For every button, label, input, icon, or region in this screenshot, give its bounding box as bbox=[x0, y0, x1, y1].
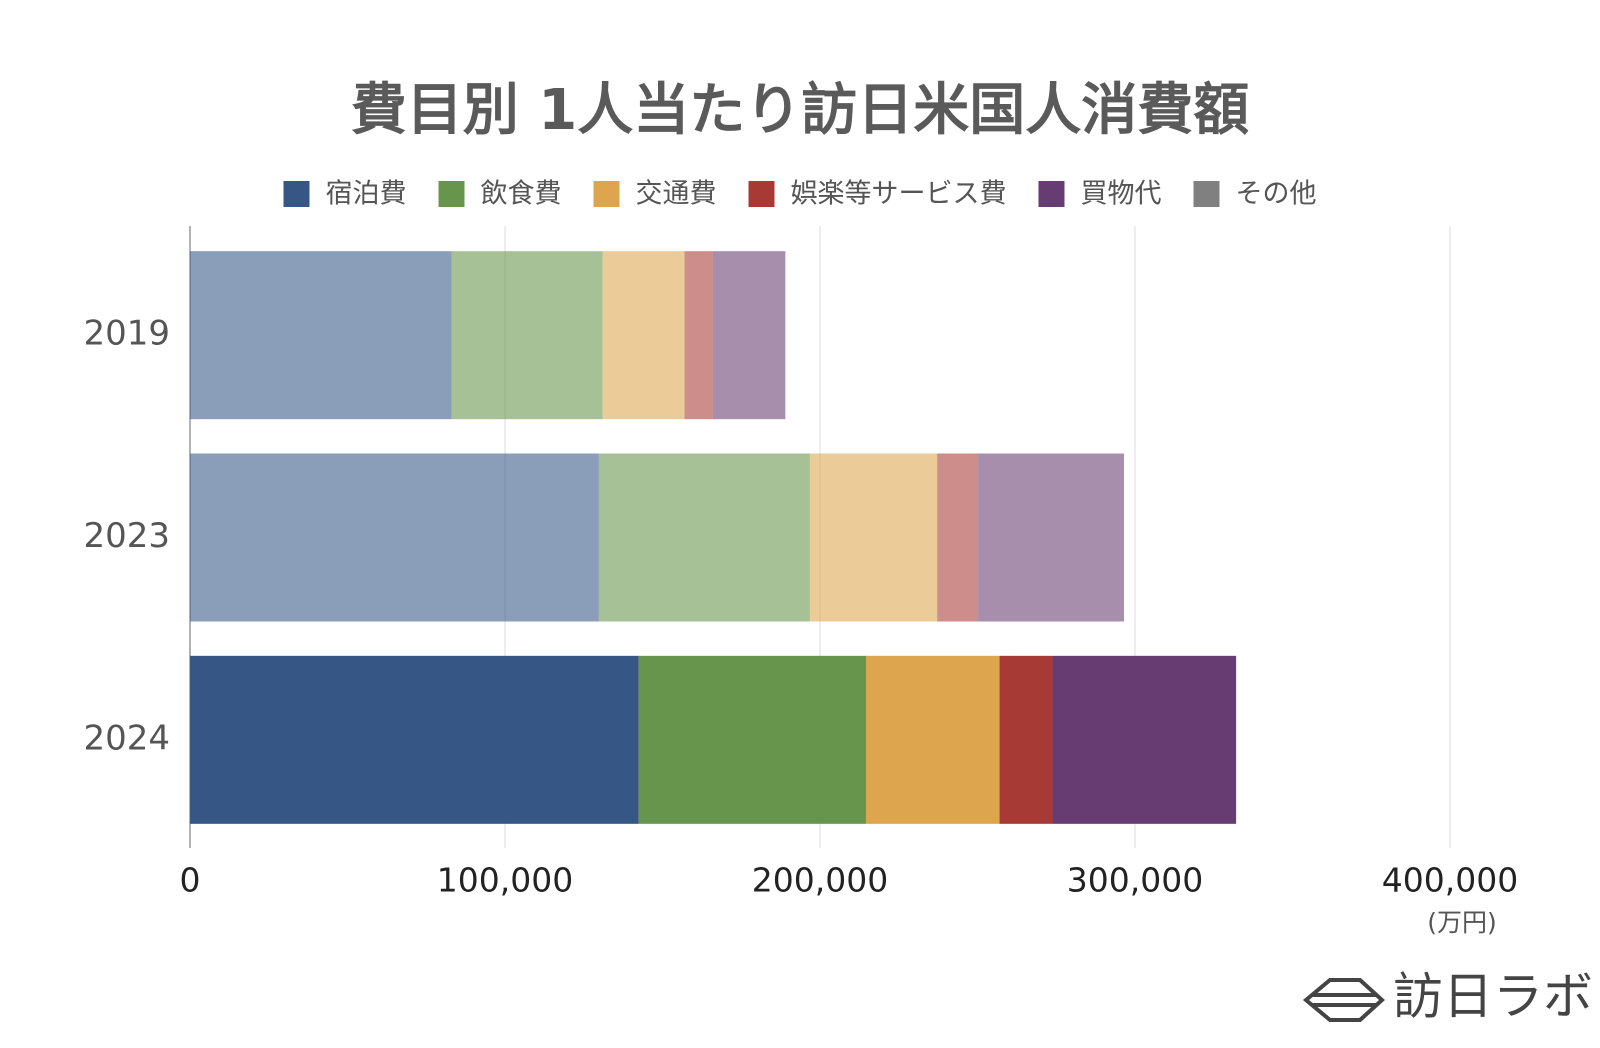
bar-segment bbox=[712, 251, 786, 420]
x-tick-label: 0 bbox=[180, 861, 201, 900]
bar-segment bbox=[999, 655, 1053, 824]
x-tick-label: 100,000 bbox=[437, 861, 573, 900]
bar-segment bbox=[865, 655, 1000, 824]
bar-segment bbox=[602, 251, 685, 420]
legend-swatch bbox=[1193, 181, 1220, 207]
y-tick-label: 2023 bbox=[83, 516, 170, 556]
legend-label: その他 bbox=[1236, 179, 1317, 210]
bar-segment bbox=[809, 453, 938, 622]
bar-segment bbox=[190, 655, 639, 824]
legend-label: 買物代 bbox=[1081, 179, 1162, 210]
legend-swatch bbox=[1038, 181, 1065, 207]
bar-segment bbox=[937, 453, 979, 622]
axis-unit: (万円) bbox=[1427, 908, 1497, 937]
y-tick-label: 2024 bbox=[83, 718, 170, 758]
legend-swatch bbox=[748, 181, 775, 207]
legend-swatch bbox=[593, 181, 620, 207]
bar-segment bbox=[598, 453, 810, 622]
logo bbox=[1302, 978, 1385, 1022]
x-tick-label: 300,000 bbox=[1067, 861, 1203, 900]
legend-label: 宿泊費 bbox=[326, 179, 407, 210]
chart-title: 費目別 1人当たり訪日米国人消費額 bbox=[351, 78, 1249, 143]
legend-label: 交通費 bbox=[636, 179, 717, 210]
x-tick-label: 200,000 bbox=[752, 861, 888, 900]
legend-swatch bbox=[438, 181, 465, 207]
bar-segment bbox=[1052, 655, 1237, 824]
x-tick-label: 400,000 bbox=[1382, 861, 1518, 900]
bar-segment bbox=[190, 251, 452, 420]
legend: 宿泊費 飲食費 交通費 娯楽等サービス費 買物代 その他 bbox=[283, 179, 1317, 210]
bar-segment bbox=[684, 251, 713, 420]
legend-label: 飲食費 bbox=[481, 179, 562, 210]
bar-segment bbox=[190, 453, 599, 622]
bar-segment bbox=[638, 655, 866, 824]
y-tick-label: 2019 bbox=[83, 314, 170, 354]
legend-swatch bbox=[283, 181, 310, 207]
bar-segment bbox=[978, 453, 1124, 622]
bar-segment bbox=[451, 251, 603, 420]
legend-label: 娯楽等サービス費 bbox=[791, 179, 1007, 210]
logo-icon bbox=[1302, 978, 1385, 1022]
watermark: 訪日ラボ bbox=[1393, 968, 1593, 1026]
